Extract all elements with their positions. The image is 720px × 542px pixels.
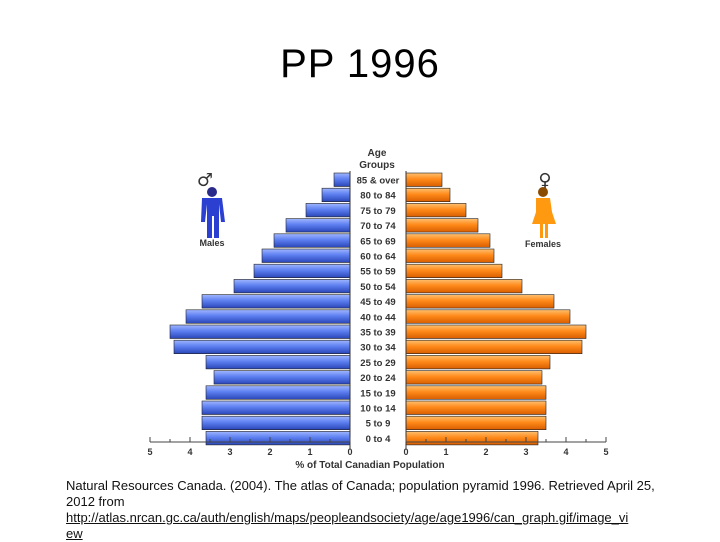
female-bar xyxy=(405,233,491,248)
age-group-label: 55 to 59 xyxy=(360,267,395,278)
female-bar xyxy=(405,339,583,354)
male-bar xyxy=(173,339,351,354)
male-bar xyxy=(233,279,351,294)
male-tick-label: 2 xyxy=(267,447,272,457)
population-pyramid-chart: Age Groups ♂ Males ♀ Females 85 & over 80… xyxy=(147,148,608,471)
female-bar xyxy=(405,294,555,309)
age-group-label: 65 to 69 xyxy=(360,236,395,247)
male-figure-icon: ♂ xyxy=(197,170,225,238)
age-group-label: 5 to 9 xyxy=(366,419,391,430)
female-bar xyxy=(405,431,539,446)
male-bar xyxy=(305,203,351,218)
age-group-label: 20 to 24 xyxy=(360,373,396,384)
slide-title: PP 1996 xyxy=(280,42,440,86)
female-tick-label: 1 xyxy=(443,447,448,457)
female-bar xyxy=(405,172,443,187)
age-group-label: 40 to 44 xyxy=(360,312,396,323)
female-tick-label: 5 xyxy=(603,447,608,457)
citation-text: Natural Resources Canada. (2004). The at… xyxy=(66,478,655,509)
age-group-label: 30 to 34 xyxy=(360,343,396,354)
males-label: Males xyxy=(199,238,224,248)
age-group-label: 45 to 49 xyxy=(360,297,395,308)
age-group-label: 70 to 74 xyxy=(360,221,396,232)
male-bar xyxy=(201,294,351,309)
male-bar xyxy=(205,431,351,446)
male-bar xyxy=(185,309,351,324)
female-bar xyxy=(405,385,547,400)
male-bar xyxy=(253,263,351,278)
age-group-label: 80 to 84 xyxy=(360,191,396,202)
male-bar xyxy=(273,233,351,248)
female-bar xyxy=(405,203,467,218)
female-symbol-icon: ♀ xyxy=(538,170,551,191)
male-bar xyxy=(205,385,351,400)
male-tick-label: 3 xyxy=(227,447,232,457)
female-bar xyxy=(405,309,571,324)
females-label: Females xyxy=(525,239,561,249)
female-tick-label: 2 xyxy=(483,447,488,457)
male-bar xyxy=(321,187,351,203)
male-bar xyxy=(201,400,351,415)
female-bar xyxy=(405,263,503,278)
female-bar xyxy=(405,218,479,233)
male-bar xyxy=(169,324,351,339)
age-group-label: 85 & over xyxy=(357,176,400,187)
female-tick-label: 4 xyxy=(563,447,568,457)
female-tick-label: 0 xyxy=(403,447,408,457)
age-header-line1: Age xyxy=(368,148,387,159)
age-group-label: 15 to 19 xyxy=(360,388,395,399)
age-group-label: 0 to 4 xyxy=(366,434,392,445)
female-bar xyxy=(405,400,547,415)
female-tick-label: 3 xyxy=(523,447,528,457)
citation-link[interactable]: http://atlas.nrcan.gc.ca/auth/english/ma… xyxy=(66,510,629,525)
female-bar xyxy=(405,370,543,385)
age-group-label: 25 to 29 xyxy=(360,358,395,369)
citation: Natural Resources Canada. (2004). The at… xyxy=(66,478,686,542)
male-bar xyxy=(213,370,351,385)
male-bar xyxy=(285,218,351,233)
male-bar xyxy=(333,172,351,187)
age-group-label: 60 to 64 xyxy=(360,252,396,263)
citation-link-tail: ew xyxy=(66,526,83,541)
female-bar xyxy=(405,279,523,294)
male-tick-label: 0 xyxy=(347,447,352,457)
male-bar xyxy=(201,415,351,431)
female-bar xyxy=(405,355,551,370)
male-bar xyxy=(205,355,351,370)
male-bar xyxy=(261,248,351,263)
age-group-label: 75 to 79 xyxy=(360,206,395,217)
age-groups-header: Age Groups xyxy=(359,148,395,171)
female-bar xyxy=(405,324,587,339)
female-bar xyxy=(405,248,495,263)
male-tick-label: 5 xyxy=(147,447,152,457)
x-axis-label: % of Total Canadian Population xyxy=(295,460,444,471)
age-group-label: 50 to 54 xyxy=(360,282,396,293)
female-figure-icon: ♀ xyxy=(532,170,556,238)
male-symbol-icon: ♂ xyxy=(197,170,213,191)
age-group-label: 10 to 14 xyxy=(360,404,396,415)
female-bar xyxy=(405,187,451,203)
male-tick-label: 1 xyxy=(307,447,312,457)
female-bar xyxy=(405,415,547,431)
male-tick-label: 4 xyxy=(187,447,192,457)
age-group-label: 35 to 39 xyxy=(360,328,395,339)
age-header-line2: Groups xyxy=(359,160,395,171)
